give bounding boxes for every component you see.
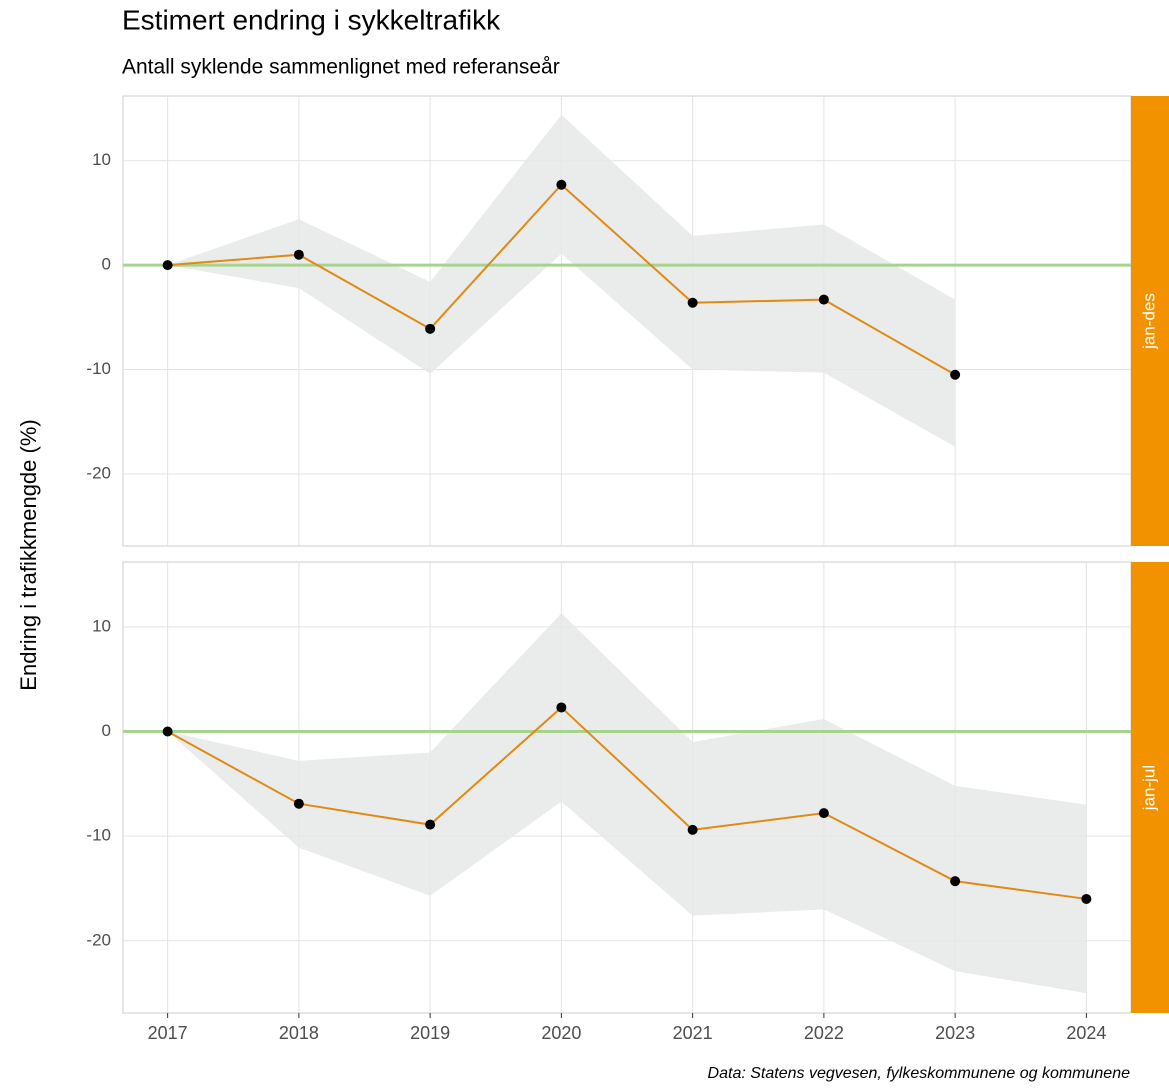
confidence-band <box>167 613 1087 994</box>
point <box>162 260 173 271</box>
y-tick-label: -10 <box>86 826 111 845</box>
point <box>818 294 829 305</box>
x-tick-label: 2020 <box>541 1023 581 1043</box>
x-tick-label: 2017 <box>148 1023 188 1043</box>
point <box>425 819 436 830</box>
y-tick-label: -20 <box>86 930 111 949</box>
facet-label: jan-des <box>1139 293 1158 350</box>
y-axis-label: Endring i trafikkmengde (%) <box>16 419 41 690</box>
x-tick-label: 2022 <box>804 1023 844 1043</box>
facet-label: jan-jul <box>1139 765 1158 811</box>
point <box>556 179 567 190</box>
point <box>556 702 567 713</box>
line <box>167 706 1087 900</box>
point <box>425 323 436 334</box>
y-tick-label: -10 <box>86 359 111 378</box>
point <box>950 876 961 887</box>
facet-strip <box>1131 562 1169 1013</box>
point <box>162 726 173 737</box>
confidence-band <box>167 114 956 447</box>
point <box>950 369 961 380</box>
chart-title: Estimert endring i sykkeltrafikk <box>122 4 501 35</box>
x-tick-label: 2024 <box>1066 1023 1106 1043</box>
x-tick-label: 2018 <box>279 1023 319 1043</box>
y-tick-label: -20 <box>86 463 111 482</box>
y-tick-label: 10 <box>92 150 111 169</box>
panel-background <box>122 95 1132 547</box>
facet-strip <box>1131 96 1169 546</box>
point <box>293 249 304 260</box>
y-tick-label: 10 <box>92 616 111 635</box>
x-tick-label: 2019 <box>410 1023 450 1043</box>
point <box>293 798 304 809</box>
point <box>687 297 698 308</box>
caption: Data: Statens vegvesen, fylkeskommunene … <box>708 1065 1131 1082</box>
point <box>818 808 829 819</box>
chart-subtitle: Antall syklende sammenlignet med referan… <box>122 56 560 79</box>
point <box>1081 893 1092 904</box>
x-tick-label: 2023 <box>935 1023 975 1043</box>
y-tick-label: 0 <box>102 721 111 740</box>
point <box>687 824 698 835</box>
x-tick-label: 2021 <box>673 1023 713 1043</box>
y-tick-label: 0 <box>102 255 111 274</box>
